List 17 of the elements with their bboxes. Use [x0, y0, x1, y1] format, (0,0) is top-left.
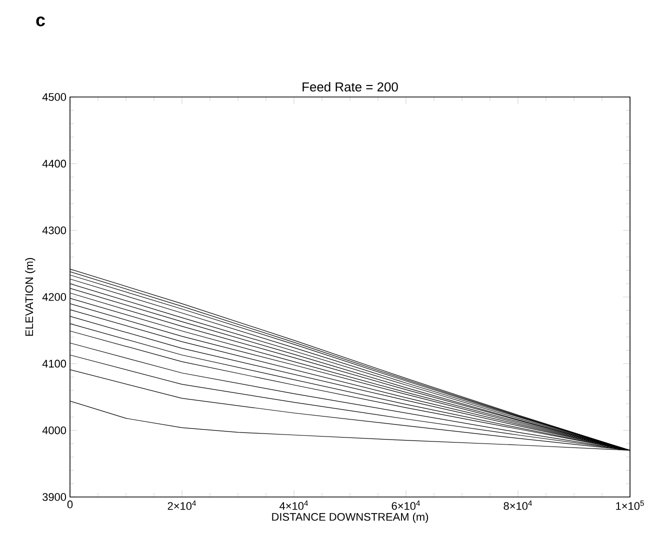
y-tick-label: 4200 [42, 293, 66, 301]
x-tick-label: 1×10$^{5}$ [616, 500, 644, 510]
y-tick-label: 4400 [42, 160, 66, 168]
text: c [36, 16, 45, 26]
y-tick-label: 3900 [42, 493, 66, 501]
x-tick-label: 8×10$^{4}$ [504, 500, 532, 510]
chart-title: Feed Rate = 200 [302, 82, 398, 92]
x-tick-label: 2×10$^{4}$ [168, 500, 196, 510]
x-tick-label: 0 [67, 500, 73, 508]
x-axis-title: DISTANCE DOWNSTREAM (m) [272, 512, 428, 523]
y-tick-label: 4500 [42, 93, 66, 101]
x-tick-label: 4×10$^{4}$ [280, 500, 308, 510]
y-axis-title: ELEVATION (m) [25, 258, 36, 336]
y-tick-label: 4300 [42, 226, 66, 234]
x-tick-label: 6×10$^{4}$ [392, 500, 420, 510]
y-tick-label: 4100 [42, 360, 66, 368]
y-tick-label: 4000 [42, 426, 66, 434]
